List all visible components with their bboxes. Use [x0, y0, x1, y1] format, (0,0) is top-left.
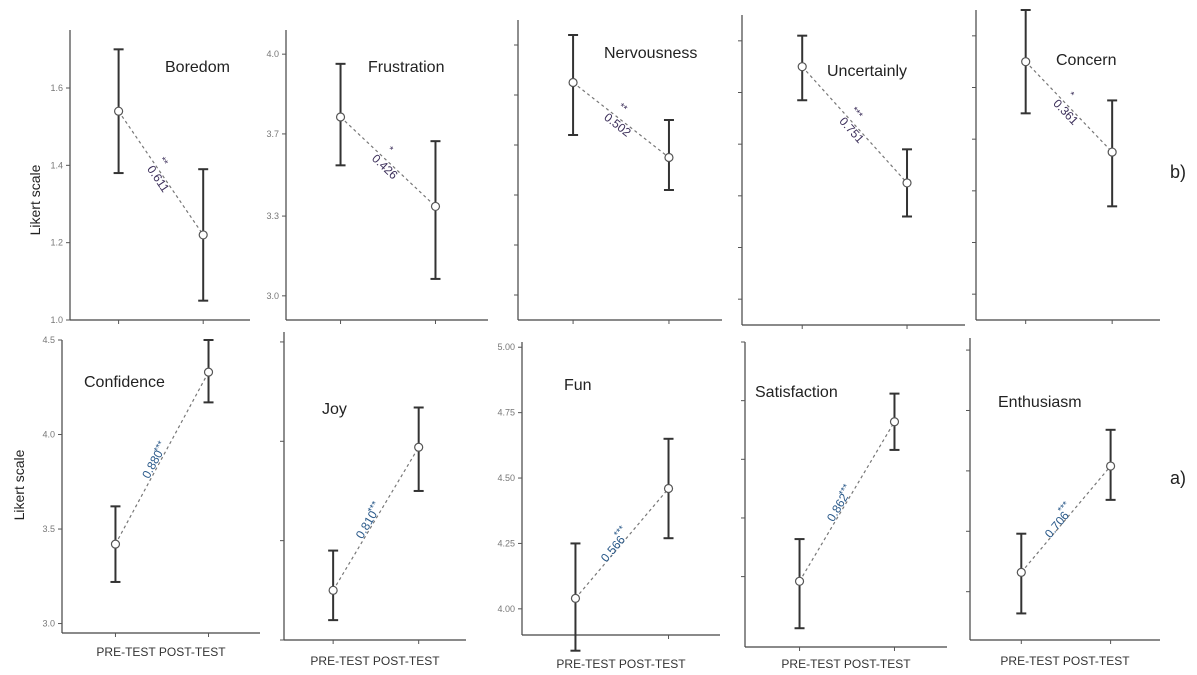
- data-point: [414, 442, 424, 452]
- y-tick-label: 1.2: [50, 238, 63, 248]
- x-category-labels: PRE-TEST POST-TEST: [310, 654, 440, 668]
- row-label-bottom: a): [1170, 468, 1186, 488]
- data-point: [110, 539, 121, 549]
- data-point: [568, 77, 578, 88]
- data-point: [203, 367, 214, 377]
- panel-title: Boredom: [165, 59, 230, 76]
- row-label-top: b): [1170, 162, 1186, 182]
- data-point: [1016, 567, 1026, 577]
- panel-title: Fun: [564, 377, 592, 394]
- data-point: [794, 576, 805, 586]
- data-point: [902, 178, 912, 188]
- panel-title: Joy: [322, 401, 347, 418]
- panel-title: Frustration: [368, 59, 444, 76]
- y-tick-label: 4.25: [497, 538, 515, 548]
- y-tick-label: 4.50: [497, 473, 515, 483]
- data-point: [1105, 461, 1116, 471]
- y-tick-label: 5.00: [497, 342, 515, 352]
- panel-confidence: 3.0 3.5 4.0 4.5 Confidence ***0.880 PRE-TEST P…: [42, 335, 260, 659]
- panel-uncertainly: Uncertainly***0.751: [738, 15, 965, 329]
- data-point: [328, 585, 338, 595]
- series-line: [332, 446, 420, 591]
- y-tick-label: 3.5: [42, 524, 55, 534]
- series-line: [340, 116, 436, 207]
- panel-title: Nervousness: [604, 45, 697, 62]
- panel-title: Concern: [1056, 52, 1116, 69]
- y-tick-label: 3.7: [266, 129, 279, 139]
- data-point: [113, 106, 124, 116]
- data-point: [1107, 147, 1117, 157]
- significance-stars: ***: [837, 482, 852, 498]
- panel-title: Uncertainly: [827, 63, 907, 80]
- correlation-value: 0.706: [1042, 508, 1072, 540]
- data-point: [198, 230, 208, 240]
- panels-group: 1.01.21.41.6Boredom**0.6113.03.33.74.0Fr…: [42, 9, 1160, 671]
- correlation-value: 0.502: [601, 110, 634, 140]
- data-point: [335, 112, 346, 122]
- y-tick-label: 4.00: [497, 604, 515, 614]
- series-line: [1020, 465, 1112, 573]
- correlation-value: 0.426: [369, 151, 401, 182]
- significance-stars: **: [616, 101, 629, 115]
- y-axis-label-bottom: Likert scale: [11, 449, 27, 520]
- correlation-value: 0.880: [139, 447, 166, 480]
- correlation-value: 0.751: [836, 114, 867, 146]
- correlation-value: 0.611: [144, 163, 172, 195]
- panel-concern: Concern *0.361: [972, 9, 1160, 324]
- y-tick-label: 3.0: [42, 619, 55, 629]
- significance-stars: *: [1065, 90, 1076, 100]
- x-category-labels: PRE-TEST POST-TEST: [96, 645, 226, 659]
- data-point: [797, 62, 807, 72]
- panel-nervousness: Nervousness **0.502: [514, 20, 722, 324]
- series-line: [114, 371, 210, 545]
- significance-stars: *: [385, 145, 395, 156]
- y-tick-label: 3.0: [266, 291, 279, 301]
- data-point: [664, 152, 674, 163]
- data-point: [663, 483, 674, 494]
- series-line: [799, 421, 895, 582]
- data-point: [430, 201, 441, 212]
- y-tick-label: 4.0: [42, 430, 55, 440]
- y-tick-label: 1.6: [50, 83, 63, 93]
- x-category-labels: PRE-TEST POST-TEST: [781, 657, 911, 671]
- data-point: [1021, 57, 1031, 67]
- y-tick-label: 1.0: [50, 315, 63, 325]
- series-line: [572, 82, 670, 158]
- significance-stars: ***: [152, 439, 167, 455]
- y-tick-label: 3.3: [266, 211, 279, 221]
- panel-fun: 4.004.254.504.755.00Fun***0.566PRE-TEST …: [497, 342, 720, 671]
- y-axis-label-top: Likert scale: [27, 164, 43, 235]
- significance-stars: ***: [366, 500, 381, 516]
- data-point: [889, 417, 900, 427]
- panel-title: Confidence: [84, 374, 165, 391]
- panel-title: Satisfaction: [755, 384, 838, 401]
- correlation-value: 0.566: [598, 533, 628, 565]
- y-tick-label: 4.0: [266, 49, 279, 59]
- y-tick-label: 1.4: [50, 160, 63, 170]
- data-point: [570, 593, 581, 603]
- correlation-value: 0.361: [1050, 96, 1081, 128]
- series-line: [118, 110, 204, 236]
- y-tick-label: 4.5: [42, 335, 55, 345]
- panel-title: Enthusiasm: [998, 394, 1082, 411]
- x-category-labels: PRE-TEST POST-TEST: [1000, 654, 1130, 668]
- x-category-labels: PRE-TEST POST-TEST: [556, 657, 686, 671]
- series-line: [801, 66, 908, 184]
- y-tick-label: 4.75: [497, 408, 515, 418]
- panel-frustration: 3.0 3.3 3.7 4.0 Frustration *0.426: [266, 30, 488, 324]
- series-line: [1025, 61, 1113, 153]
